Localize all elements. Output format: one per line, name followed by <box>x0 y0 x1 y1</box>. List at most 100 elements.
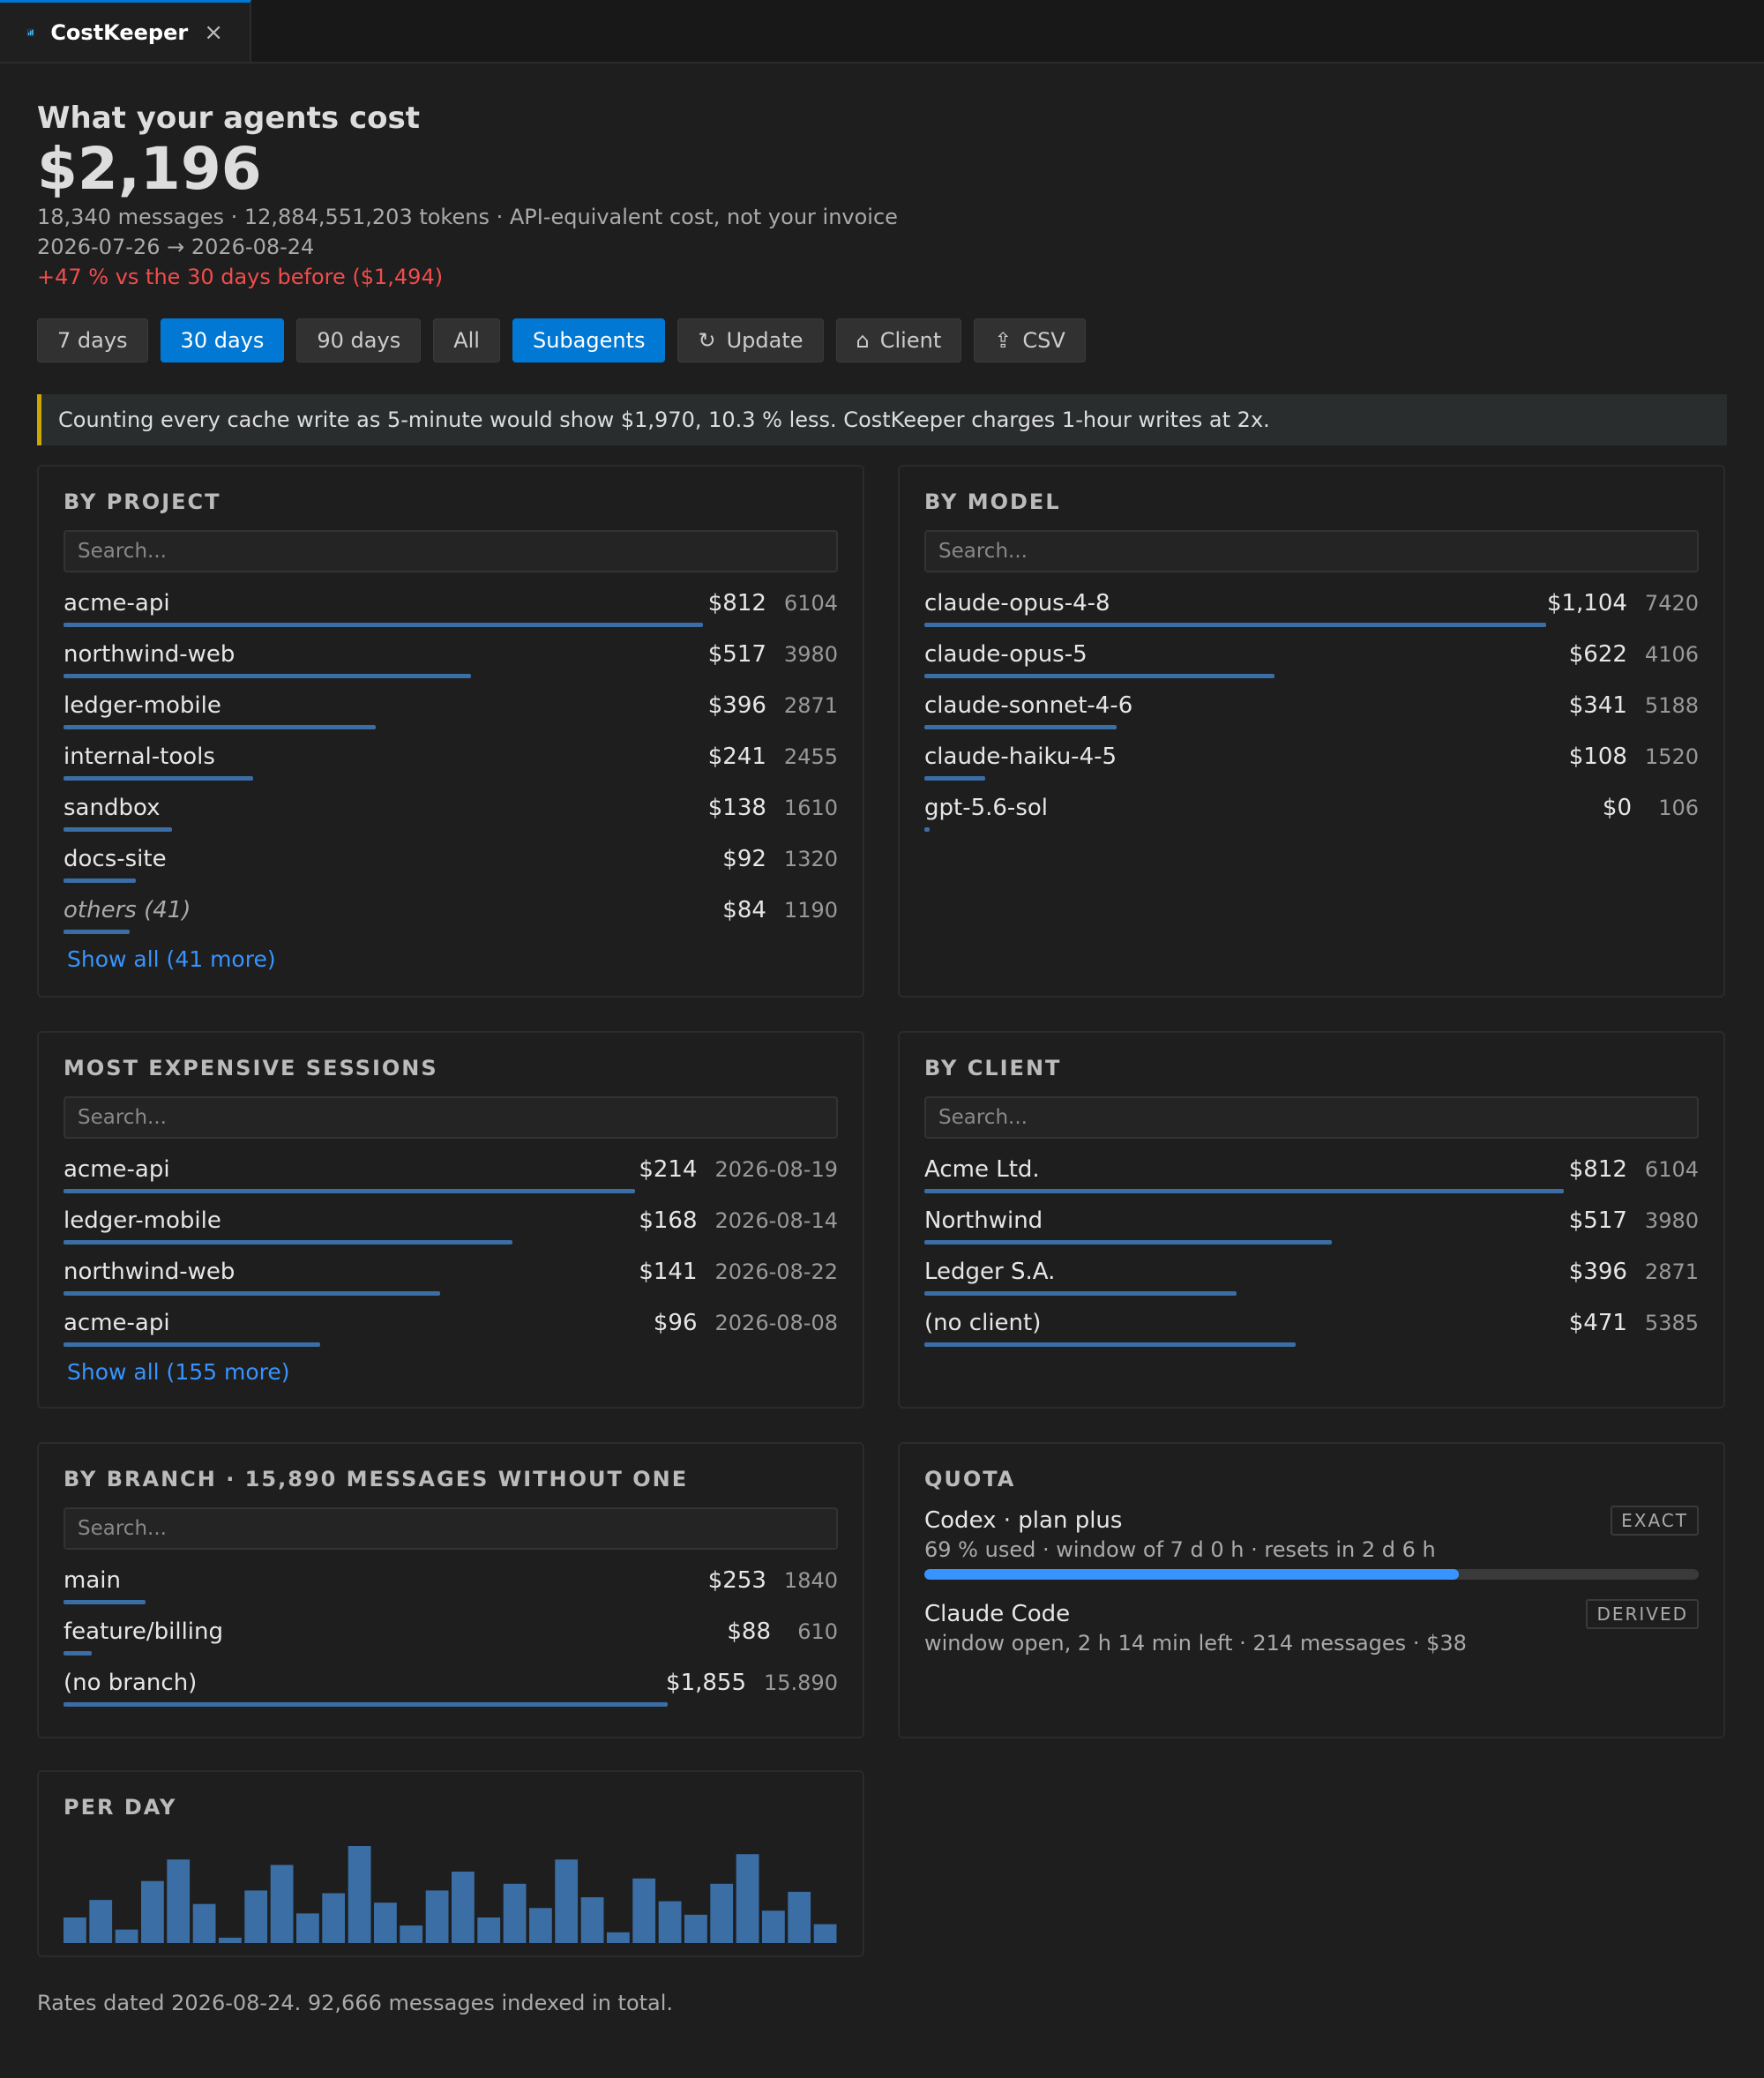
day-bar[interactable] <box>400 1925 423 1943</box>
list-item[interactable]: claude-opus-4-8 $1,104 7420 <box>924 585 1699 636</box>
delta-vs-previous: +47 % vs the 30 days before ($1,494) <box>37 264 444 289</box>
project-search-input[interactable] <box>64 529 838 572</box>
list-item[interactable]: docs-site $92 1320 <box>64 841 838 892</box>
item-name: claude-sonnet-4-6 <box>924 691 1133 719</box>
day-bar[interactable] <box>348 1845 371 1943</box>
list-item[interactable]: internal-tools $241 2455 <box>64 738 838 789</box>
list-item[interactable]: acme-api $812 6104 <box>64 585 838 636</box>
item-cost: $1,104 <box>1546 589 1627 617</box>
total-cost: $2,196 <box>37 135 262 203</box>
item-count: 3980 <box>1644 1207 1699 1233</box>
day-bar[interactable] <box>167 1858 191 1943</box>
day-bar[interactable] <box>115 1929 138 1943</box>
day-bar[interactable] <box>89 1899 113 1943</box>
90-days-button[interactable]: 90 days <box>296 318 422 363</box>
list-item[interactable]: main $253 1840 <box>64 1562 838 1613</box>
list-item[interactable]: northwind-web $517 3980 <box>64 636 838 687</box>
share-bar <box>64 622 703 627</box>
day-bar[interactable] <box>503 1883 527 1943</box>
day-bar[interactable] <box>322 1893 346 1943</box>
list-item[interactable]: claude-haiku-4-5 $108 1520 <box>924 738 1699 789</box>
day-bar[interactable] <box>374 1902 397 1943</box>
day-bar[interactable] <box>452 1871 475 1943</box>
item-name: claude-haiku-4-5 <box>924 743 1117 770</box>
list-item[interactable]: others (41) $84 1190 <box>64 892 838 943</box>
share-bar <box>64 826 173 832</box>
by-project-card: BY PROJECT acme-api $812 6104 northwind-web… <box>37 464 864 998</box>
day-bar[interactable] <box>762 1910 785 1943</box>
list-item[interactable]: feature/billing $88 610 <box>64 1613 838 1664</box>
item-name: docs-site <box>64 845 167 872</box>
item-cost: $0 <box>1602 794 1632 821</box>
share-bar <box>64 1599 146 1604</box>
sessions-card: MOST EXPENSIVE SESSIONS acme-api $214 2026… <box>37 1030 864 1409</box>
item-count: 2871 <box>1644 1259 1699 1284</box>
day-bar[interactable] <box>658 1901 682 1943</box>
list-item[interactable]: claude-sonnet-4-6 $341 5188 <box>924 687 1699 738</box>
tab-costkeeper[interactable]: CostKeeper × <box>0 0 251 62</box>
branch-search-input[interactable] <box>64 1506 838 1550</box>
button-label: Subagents <box>532 327 646 353</box>
client-search-input[interactable] <box>924 1095 1699 1139</box>
list-item[interactable]: sandbox $138 1610 <box>64 789 838 841</box>
day-bar[interactable] <box>632 1878 656 1943</box>
day-bar[interactable] <box>192 1903 216 1943</box>
day-bar[interactable] <box>555 1858 579 1943</box>
day-bar[interactable] <box>425 1889 449 1943</box>
list-item[interactable]: ledger-mobile $168 2026-08-14 <box>64 1202 838 1253</box>
item-date: 2026-08-08 <box>714 1310 838 1335</box>
close-icon[interactable]: × <box>204 19 223 46</box>
show-all-projects-link[interactable]: Show all (41 more) <box>67 946 276 972</box>
list-item[interactable]: Northwind $517 3980 <box>924 1202 1699 1253</box>
button-label: CSV <box>1022 327 1065 353</box>
list-item[interactable]: acme-api $214 2026-08-19 <box>64 1151 838 1202</box>
model-search-input[interactable] <box>924 529 1699 572</box>
day-bar[interactable] <box>580 1896 604 1943</box>
day-bar[interactable] <box>296 1912 319 1943</box>
csv-button[interactable]: ⇪ CSV <box>974 318 1086 363</box>
item-cost: $812 <box>707 589 766 617</box>
list-item[interactable]: claude-opus-5 $622 4106 <box>924 636 1699 687</box>
share-bar <box>924 826 930 832</box>
list-item[interactable]: gpt-5.6-sol $0 106 <box>924 789 1699 841</box>
item-cost: $396 <box>707 691 766 719</box>
day-bar[interactable] <box>529 1907 552 1943</box>
all-button[interactable]: All <box>433 318 500 363</box>
day-bar[interactable] <box>788 1891 811 1943</box>
day-bar[interactable] <box>736 1853 759 1943</box>
client-button[interactable]: ⌂ Client <box>835 318 962 363</box>
update-button[interactable]: ↻ Update <box>677 318 824 363</box>
day-bar[interactable] <box>270 1864 294 1943</box>
list-item[interactable]: northwind-web $141 2026-08-22 <box>64 1253 838 1304</box>
day-bar[interactable] <box>141 1880 164 1943</box>
list-item[interactable]: acme-api $96 2026-08-08 <box>64 1304 838 1356</box>
item-name: (no client) <box>924 1309 1042 1336</box>
sessions-search-input[interactable] <box>64 1095 838 1139</box>
7-days-button[interactable]: 7 days <box>37 318 148 363</box>
day-bar[interactable] <box>477 1917 501 1943</box>
list-item[interactable]: ledger-mobile $396 2871 <box>64 687 838 738</box>
share-bar <box>64 1650 93 1656</box>
item-cost: $88 <box>727 1618 771 1645</box>
day-bar[interactable] <box>684 1914 707 1943</box>
day-bar[interactable] <box>244 1889 268 1943</box>
day-bar[interactable] <box>813 1924 837 1943</box>
subagents-button[interactable]: Subagents <box>512 318 666 363</box>
list-item[interactable]: Ledger S.A. $396 2871 <box>924 1253 1699 1304</box>
list-item[interactable]: (no branch) $1,855 15.890 <box>64 1664 838 1715</box>
list-item[interactable]: Acme Ltd. $812 6104 <box>924 1151 1699 1202</box>
card-title: PER DAY <box>64 1794 177 1820</box>
date-range: 2026-07-26 → 2026-08-24 <box>37 234 315 259</box>
item-name: others (41) <box>64 896 191 923</box>
list-item[interactable]: (no client) $471 5385 <box>924 1304 1699 1356</box>
day-bar[interactable] <box>64 1917 86 1943</box>
day-bar[interactable] <box>607 1932 630 1943</box>
summary-meta: 18,340 messages · 12,884,551,203 tokens … <box>37 204 898 229</box>
day-bar[interactable] <box>710 1883 734 1943</box>
per-day-chart <box>64 1845 837 1943</box>
30-days-button[interactable]: 30 days <box>160 318 285 363</box>
item-cost: $96 <box>653 1309 698 1336</box>
day-bar[interactable] <box>219 1937 242 1943</box>
item-count: 2455 <box>783 744 838 769</box>
show-all-sessions-link[interactable]: Show all (155 more) <box>67 1358 290 1385</box>
